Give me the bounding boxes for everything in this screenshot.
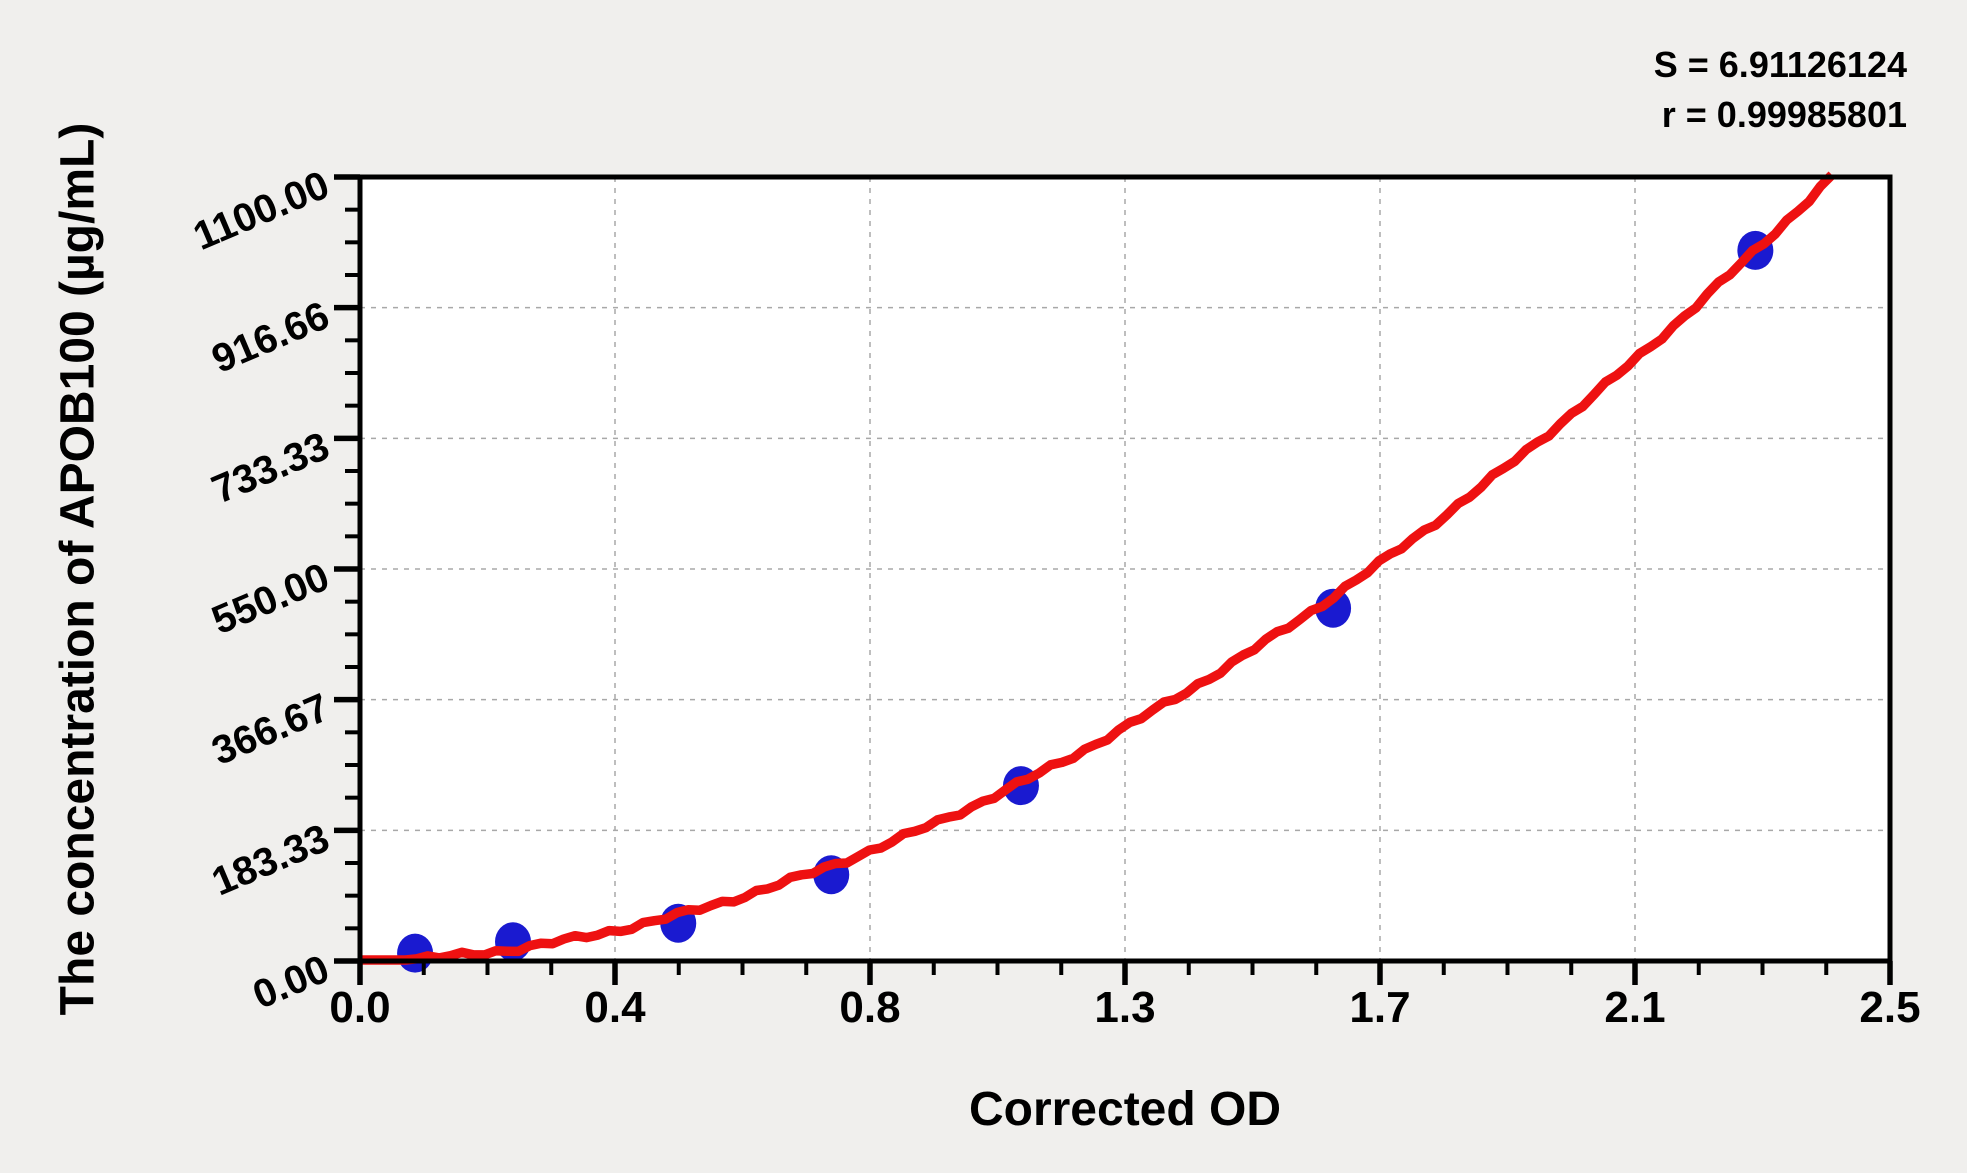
y-tick-label: 366.67 (206, 685, 336, 773)
x-tick-label: 2.1 (1604, 983, 1665, 1032)
x-tick-label: 2.5 (1859, 983, 1920, 1032)
y-tick-label: 183.33 (206, 816, 336, 904)
data-point (1315, 588, 1352, 628)
y-tick-label: 550.00 (206, 555, 336, 643)
x-axis-title: Corrected OD (968, 1083, 1282, 1136)
y-tick-label: 733.33 (206, 424, 336, 512)
x-tick-label: 0.0 (329, 983, 390, 1032)
fit-statistics: S = 6.91126124 r = 0.99985801 (1654, 40, 1907, 140)
x-tick-label: 0.8 (839, 983, 900, 1032)
y-tick-label: 916.66 (206, 293, 336, 381)
s-value: S = 6.91126124 (1653, 44, 1907, 85)
y-tick-label: 0.00 (247, 947, 336, 1018)
x-tick-label: 0.4 (584, 983, 646, 1032)
y-tick-label: 1100.00 (187, 163, 335, 259)
fit-curve (360, 171, 1836, 965)
x-tick-label: 1.7 (1349, 983, 1410, 1032)
x-tick-label: 1.3 (1094, 983, 1155, 1032)
r-value: r = 0.99985801 (1661, 94, 1907, 135)
